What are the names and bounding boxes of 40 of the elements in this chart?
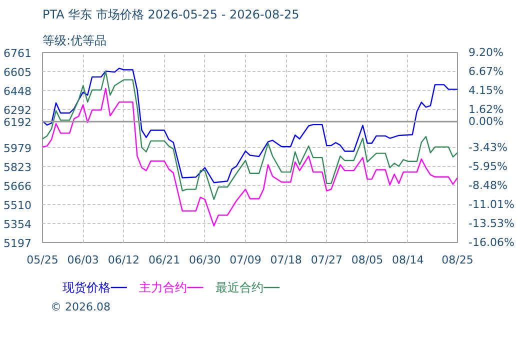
x-tick-label: 06/30: [189, 254, 221, 266]
y2-tick-label: -3.43%: [468, 141, 508, 154]
y2-tick-label: 4.15%: [468, 84, 504, 97]
y2-tick-label: -13.53%: [468, 216, 514, 230]
x-tick-label: 06/03: [67, 254, 99, 266]
y-tick-label: 6448: [4, 85, 32, 98]
line-series: [42, 88, 458, 226]
x-tick-label: 07/09: [230, 254, 262, 266]
x-tick-label: 08/25: [442, 254, 474, 266]
y2-tick-label: 0.00%: [468, 115, 504, 128]
legend-label: 主力合约: [138, 280, 187, 294]
x-tick-label: 07/27: [310, 254, 343, 266]
y2-tick-label: 9.20%: [468, 46, 504, 59]
y2-tick-label: -5.95%: [468, 160, 508, 173]
y2-tick-label: -8.48%: [468, 178, 508, 192]
y-tick-label: 5510: [4, 198, 32, 212]
legend-label: 最近合约: [215, 280, 264, 294]
x-tick-label: 08/14: [392, 254, 424, 266]
y2-tick-label: 1.62%: [468, 103, 504, 116]
text: © 2026.08: [50, 300, 110, 314]
y-tick-label: 5979: [4, 142, 32, 155]
x-tick-label: 08/05: [351, 254, 384, 266]
x-tick-label: 07/18: [270, 254, 302, 266]
x-tick-label: 06/21: [148, 254, 180, 266]
y-tick-label: 5666: [4, 180, 32, 194]
chart-subtitle: 等级:优等品: [42, 34, 107, 48]
y-tick-label: 5354: [4, 218, 32, 231]
chart-title: PTA 华东 市场价格 2026-05-25 - 2026-08-25: [42, 8, 300, 22]
y-tick-label: 6292: [4, 104, 32, 117]
y-tick-label: 5823: [4, 160, 32, 174]
y-tick-label: 6192: [4, 116, 32, 130]
y2-tick-label: -11.01%: [468, 198, 514, 212]
y2-tick-label: 6.67%: [468, 65, 504, 78]
y2-tick-label: -16.06%: [468, 236, 514, 249]
x-tick-label: 06/12: [108, 254, 140, 266]
y-tick-label: 5197: [4, 237, 32, 250]
legend-label: 现货价格: [62, 280, 111, 294]
x-tick-label: 05/25: [26, 254, 58, 266]
y-tick-label: 6761: [4, 47, 32, 60]
y-tick-label: 6605: [4, 66, 32, 79]
